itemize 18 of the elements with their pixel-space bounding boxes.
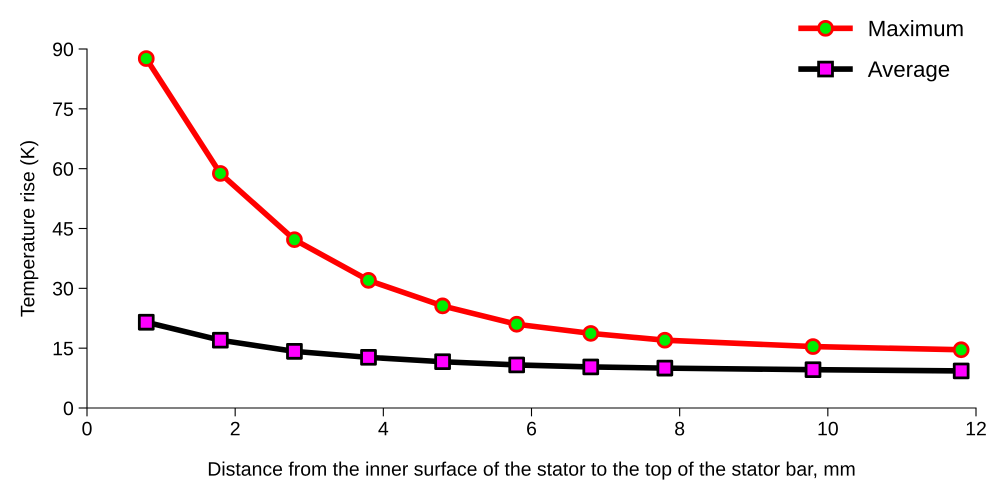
x-axis-title: Distance from the inner surface of the stator to the top of the stator bar, mm	[208, 462, 854, 480]
x-tick-label: 4	[378, 422, 388, 436]
x-tick-label: 0	[82, 422, 92, 436]
legend-label: Average	[868, 62, 950, 82]
y-tick-label: 75	[53, 102, 73, 116]
y-tick-label: 0	[64, 401, 74, 416]
y-tick-label: 60	[53, 162, 74, 176]
y-tick-label: 45	[52, 222, 73, 236]
y-tick-label: 90	[53, 42, 74, 56]
y-axis-title: Temperature rise (K)	[20, 141, 38, 317]
x-tick-label: 2	[230, 422, 240, 436]
x-tick-label: 6	[527, 422, 536, 436]
y-tick-label: 15	[54, 342, 73, 356]
y-tick-label: 30	[52, 282, 74, 296]
legend-label: Maximum	[870, 20, 963, 36]
x-tick-label: 10	[818, 422, 838, 436]
x-tick-label: 12	[966, 422, 986, 436]
x-tick-label: 8	[675, 422, 684, 436]
